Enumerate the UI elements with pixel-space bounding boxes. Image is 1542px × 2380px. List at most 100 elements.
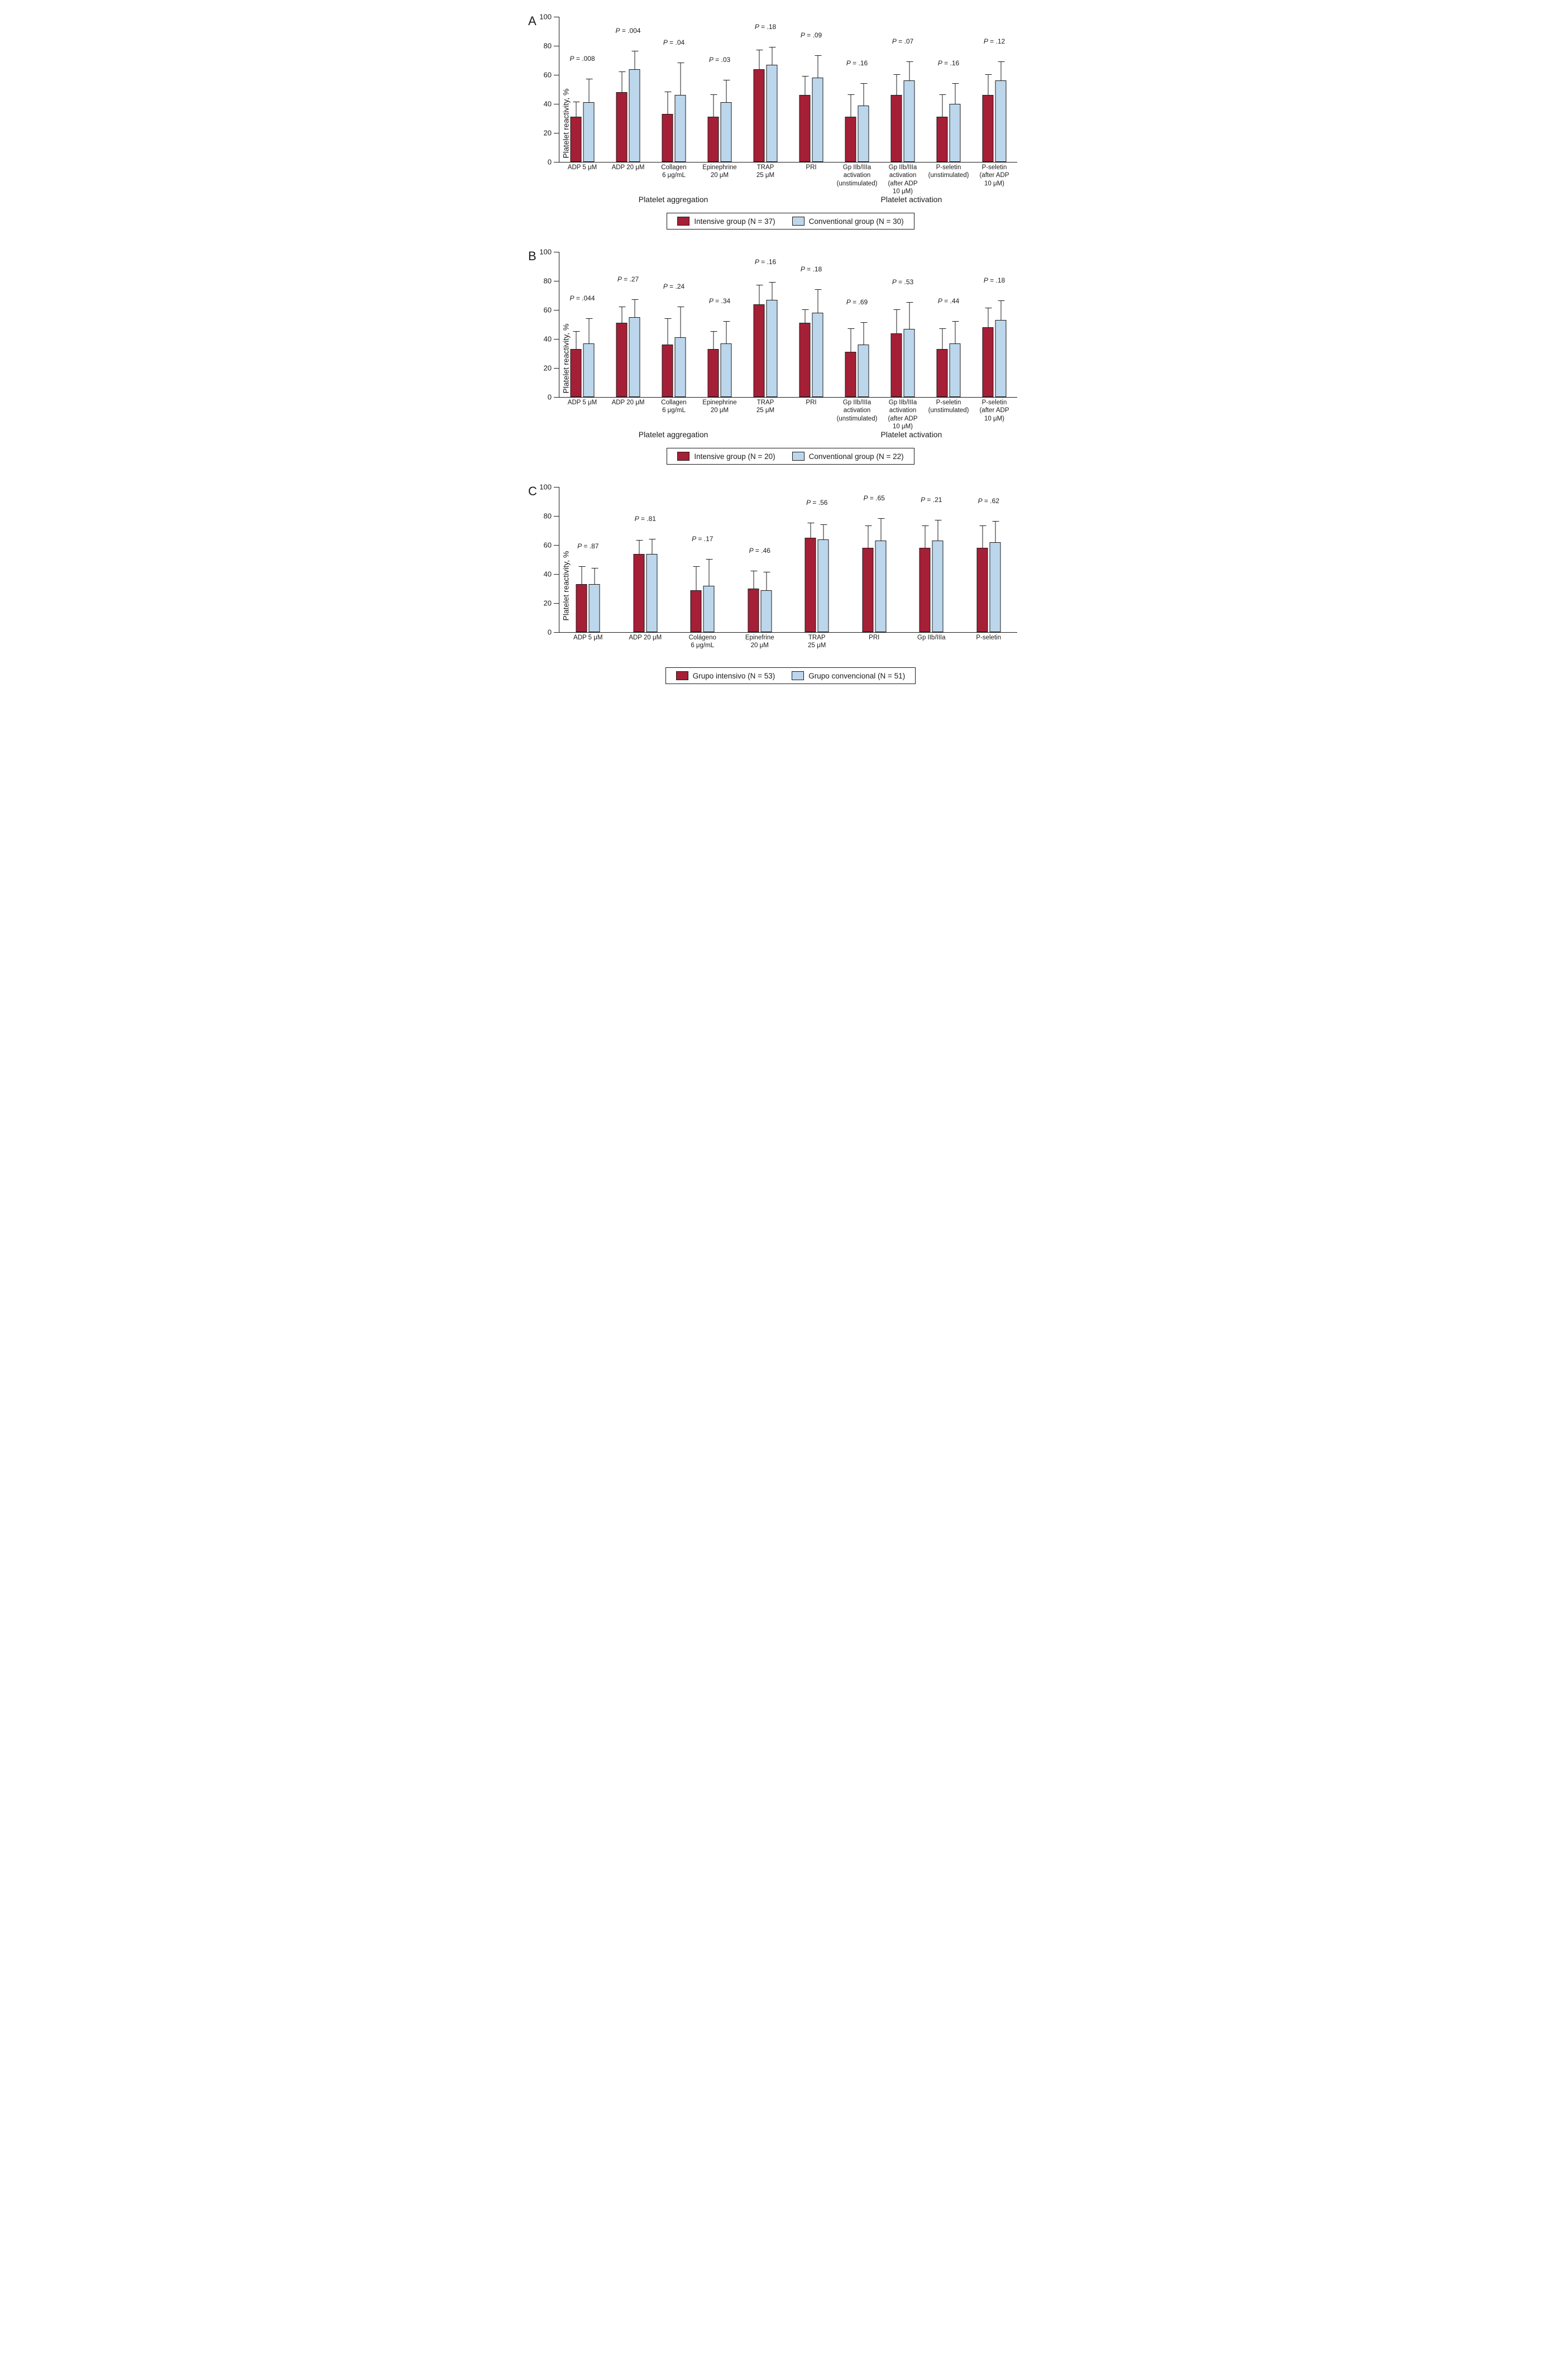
bar-intensive <box>862 548 873 632</box>
error-bar <box>942 95 943 117</box>
y-tick-label: 80 <box>544 42 559 50</box>
bar-conventional <box>760 590 772 632</box>
y-tick-label: 100 <box>539 13 559 21</box>
error-cap <box>894 74 901 75</box>
error-cap <box>998 61 1005 62</box>
bar-body <box>571 117 582 162</box>
bar-group <box>616 69 640 162</box>
x-tick-label: ADP 5 μM <box>557 162 607 171</box>
bar-group <box>571 102 595 162</box>
p-value: P = .004 <box>615 27 640 38</box>
error-cap <box>586 318 593 319</box>
y-tick-label: 40 <box>544 570 559 579</box>
x-tick-label: ADP 20 μM <box>603 397 653 407</box>
error-bar <box>1001 301 1002 320</box>
bar-body <box>662 345 673 397</box>
error-bar <box>726 322 727 343</box>
section-label: Platelet aggregation <box>639 195 708 204</box>
x-tick-label: TRAP25 μM <box>740 397 791 415</box>
x-tick-label: Collagen6 μg/mL <box>649 162 699 180</box>
bar-body <box>703 586 715 632</box>
bar-intensive <box>891 95 902 162</box>
y-tick-label: 20 <box>544 129 559 137</box>
bar-body <box>983 327 994 397</box>
legend-swatch <box>792 217 804 226</box>
error-cap <box>952 321 959 322</box>
bar-body <box>995 320 1007 397</box>
x-tick-label: P-seletin(unstimulated) <box>923 162 974 180</box>
error-bar <box>909 303 910 329</box>
bar-intensive <box>748 589 759 632</box>
panel-C: CPlatelet reactivity, %020406080100P = .… <box>520 487 1022 684</box>
bar-body <box>616 323 628 397</box>
x-tick-label: Gp IIb/IIIaactivation(unstimulated) <box>832 397 882 423</box>
bar-intensive <box>708 117 719 162</box>
error-bar <box>823 525 824 539</box>
bar-body <box>721 343 732 397</box>
plot: 020406080100P = .008ADP 5 μMP = .004ADP … <box>559 17 1017 163</box>
error-cap <box>878 518 884 519</box>
y-tick-label: 100 <box>539 483 559 491</box>
y-tick-label: 80 <box>544 277 559 285</box>
error-cap <box>802 76 809 77</box>
y-tick-label: 80 <box>544 512 559 520</box>
error-cap <box>711 331 717 332</box>
error-bar <box>988 75 989 95</box>
error-bar <box>759 50 760 69</box>
bar-group <box>891 329 915 397</box>
x-tick-label: P-seletin(after ADP10 μM) <box>969 162 1019 188</box>
legend-label: Conventional group (N = 30) <box>809 217 904 226</box>
legend-item-intensive: Intensive group (N = 20) <box>677 452 775 461</box>
panel-A: APlatelet reactivity, %020406080100P = .… <box>520 17 1022 230</box>
bar-group <box>845 106 869 162</box>
bar-body <box>675 337 686 397</box>
bar-conventional <box>721 343 732 397</box>
error-bar <box>772 47 773 65</box>
error-bar <box>726 80 727 102</box>
bar-intensive <box>616 323 628 397</box>
bar-group <box>754 65 778 162</box>
p-value: P = .04 <box>663 39 684 50</box>
x-tick-label: Epinefrine20 μM <box>729 632 791 650</box>
error-cap <box>619 71 626 72</box>
p-value: P = .87 <box>577 542 598 553</box>
p-value: P = .65 <box>864 494 885 505</box>
error-cap <box>693 566 700 567</box>
error-bar <box>589 319 590 343</box>
section-label: Platelet activation <box>881 195 942 204</box>
section-label: Platelet activation <box>881 430 942 439</box>
bar-group <box>633 554 657 632</box>
bar-body <box>633 554 644 632</box>
p-value: P = .07 <box>892 37 913 49</box>
bar-intensive <box>571 349 582 397</box>
bar-body <box>691 590 702 632</box>
bar-body <box>754 69 765 162</box>
y-tick-label: 60 <box>544 541 559 549</box>
bar-intensive <box>983 327 994 397</box>
legend-swatch <box>676 671 688 680</box>
error-bar <box>805 77 806 95</box>
panel-label: C <box>528 484 537 499</box>
bar-body <box>989 542 1000 632</box>
bar-intensive <box>937 349 948 397</box>
error-cap <box>998 300 1005 301</box>
bar-body <box>708 117 719 162</box>
bar-body <box>845 117 856 162</box>
bar-intensive <box>805 538 816 632</box>
p-value: P = .53 <box>892 278 913 289</box>
bar-intensive <box>845 117 856 162</box>
error-cap <box>979 525 986 526</box>
error-bar <box>772 283 773 300</box>
error-cap <box>848 94 855 95</box>
bar-intensive <box>845 352 856 397</box>
bar-body <box>950 343 961 397</box>
bar-conventional <box>875 541 886 632</box>
bar-group <box>691 586 715 632</box>
error-cap <box>636 540 643 541</box>
bar-body <box>875 541 886 632</box>
error-cap <box>940 94 946 95</box>
legend-swatch <box>792 452 804 461</box>
legend-label: Intensive group (N = 37) <box>694 217 775 226</box>
error-cap <box>815 55 822 56</box>
error-cap <box>992 521 999 522</box>
